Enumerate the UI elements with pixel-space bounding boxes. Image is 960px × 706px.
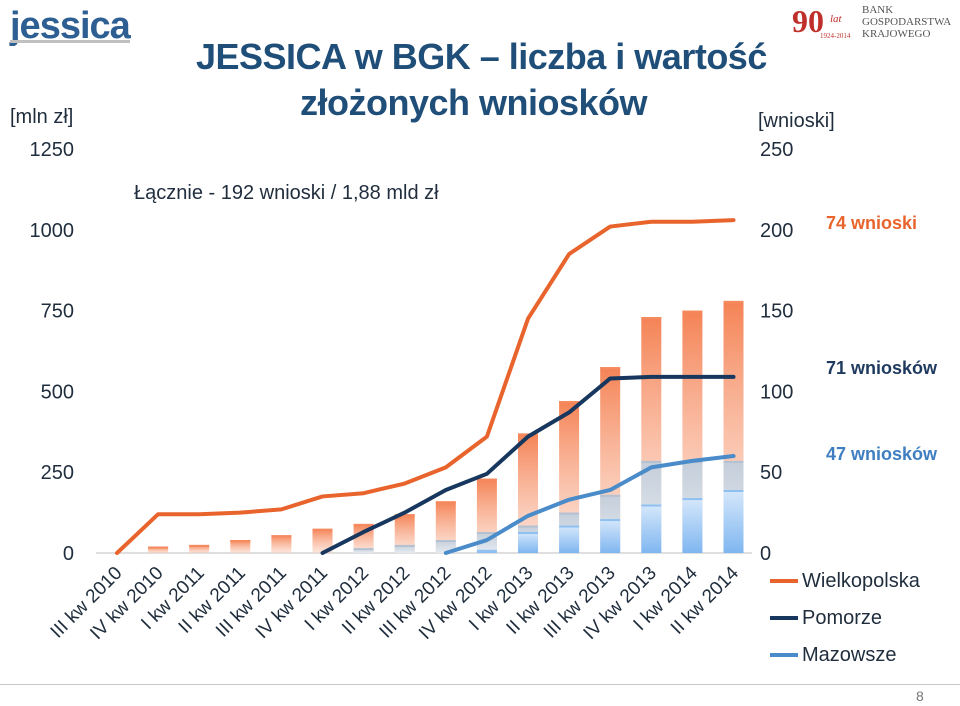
bar-top-mazowsze	[559, 525, 580, 528]
bar-pomorze	[353, 548, 374, 553]
bar-top-pomorze	[476, 531, 497, 534]
legend-swatch	[770, 579, 798, 583]
bar-pomorze	[394, 544, 415, 553]
bar-top-wielkopolska	[189, 544, 210, 547]
legend-swatch	[770, 616, 798, 620]
bgk-logo: 90 lat 1924-2014 BANK GOSPODARSTWA KRAJO…	[792, 3, 951, 40]
left-axis-tick-label: 1250	[30, 139, 75, 161]
jessica-logo-text: jessica	[9, 5, 132, 46]
bar-mazowsze	[600, 519, 621, 553]
bar-top-wielkopolska	[559, 401, 580, 404]
left-axis-tick-label: 500	[41, 381, 74, 403]
bar-mazowsze	[559, 525, 580, 553]
bar-top-mazowsze	[476, 549, 497, 552]
right-axis-tick-label: 100	[760, 381, 793, 403]
bgk-logo-years: 1924-2014	[820, 32, 851, 40]
right-axis-tick-label: 200	[760, 220, 793, 242]
annotation-pomorze: 71 wniosków	[826, 358, 938, 378]
line-pomorze	[320, 374, 736, 555]
bar-top-pomorze	[723, 460, 744, 463]
left-axis-tick-label: 750	[41, 301, 74, 323]
left-axis-tick-label: 250	[41, 462, 74, 484]
bgk-logo-lat: lat	[830, 13, 843, 25]
bar-top-wielkopolska	[682, 310, 703, 313]
annotation-mazowsze: 47 wniosków	[826, 444, 938, 464]
bar-top-pomorze	[600, 494, 621, 497]
right-axis-tick-label: 150	[760, 301, 793, 323]
bar-wielkopolska	[189, 544, 210, 553]
bar-top-mazowsze	[600, 519, 621, 522]
summary-text: Łącznie - 192 wnioski / 1,88 mld zł	[134, 182, 439, 204]
left-axis-tick-label: 1000	[30, 220, 75, 242]
right-axis-tick-label: 0	[760, 543, 771, 565]
bgk-logo-name: BANK	[862, 4, 893, 16]
legend-swatch	[770, 653, 798, 657]
bar-wielkopolska	[394, 514, 415, 553]
legend-label: Wielkopolska	[802, 569, 920, 592]
bar-top-wielkopolska	[271, 535, 292, 538]
legend-item-wielkopolska: Wielkopolska	[770, 569, 920, 593]
bar-top-pomorze	[435, 540, 456, 543]
slide-number: 8	[916, 688, 924, 704]
bar-wielkopolska	[518, 433, 538, 553]
bgk-logo-90: 90	[792, 3, 824, 39]
bar-top-wielkopolska	[230, 540, 251, 543]
bgk-logo-name: GOSPODARSTWA	[862, 16, 951, 28]
bar-mazowsze	[518, 531, 538, 553]
legend-item-pomorze: Pomorze	[770, 606, 882, 630]
right-axis-unit: [wnioski]	[758, 110, 835, 132]
bar-top-wielkopolska	[476, 478, 497, 481]
bar-top-wielkopolska	[600, 367, 621, 370]
line-wielkopolska	[115, 218, 736, 555]
bar-top-pomorze	[518, 525, 538, 528]
bar-top-mazowsze	[518, 531, 538, 534]
page-title-line-2: złożonych wniosków	[300, 82, 648, 123]
bar-top-wielkopolska	[435, 501, 456, 504]
bar-top-mazowsze	[641, 504, 662, 507]
bar-mazowsze	[723, 489, 744, 553]
bar-top-wielkopolska	[394, 514, 415, 517]
legend-label: Mazowsze	[802, 643, 897, 666]
bar-wielkopolska	[271, 535, 292, 553]
jessica-logo: jessica	[8, 2, 132, 46]
bar-top-pomorze	[353, 548, 374, 551]
bar-top-wielkopolska	[148, 546, 169, 549]
bar-top-pomorze	[394, 544, 415, 547]
bar-top-mazowsze	[723, 489, 744, 492]
legend-label: Pomorze	[802, 606, 883, 629]
right-axis-tick-label: 250	[760, 139, 793, 161]
bar-wielkopolska	[148, 546, 169, 553]
bar-top-wielkopolska	[723, 300, 744, 303]
bar-wielkopolska	[230, 540, 251, 553]
line-mazowsze	[443, 454, 736, 555]
bar-top-wielkopolska	[353, 523, 374, 526]
left-axis-tick-label: 0	[63, 543, 74, 565]
bar-top-pomorze	[559, 512, 580, 515]
bar-top-wielkopolska	[641, 317, 662, 320]
page-title: JESSICA w BGK – liczba i wartość	[196, 36, 767, 77]
bar-mazowsze	[682, 498, 703, 553]
bar-top-wielkopolska	[312, 528, 333, 531]
bar-wielkopolska	[312, 528, 333, 553]
right-axis-tick-label: 50	[760, 462, 782, 484]
annotation-wielkopolska: 74 wnioski	[826, 213, 918, 233]
bar-top-pomorze	[641, 460, 662, 463]
bar-top-mazowsze	[682, 498, 703, 501]
bgk-logo-name: KRAJOWEGO	[862, 28, 930, 40]
footer-divider	[0, 684, 960, 685]
left-axis-unit: [mln zł]	[10, 106, 74, 128]
legend-item-mazowsze: Mazowsze	[770, 643, 896, 667]
bar-mazowsze	[641, 504, 662, 553]
